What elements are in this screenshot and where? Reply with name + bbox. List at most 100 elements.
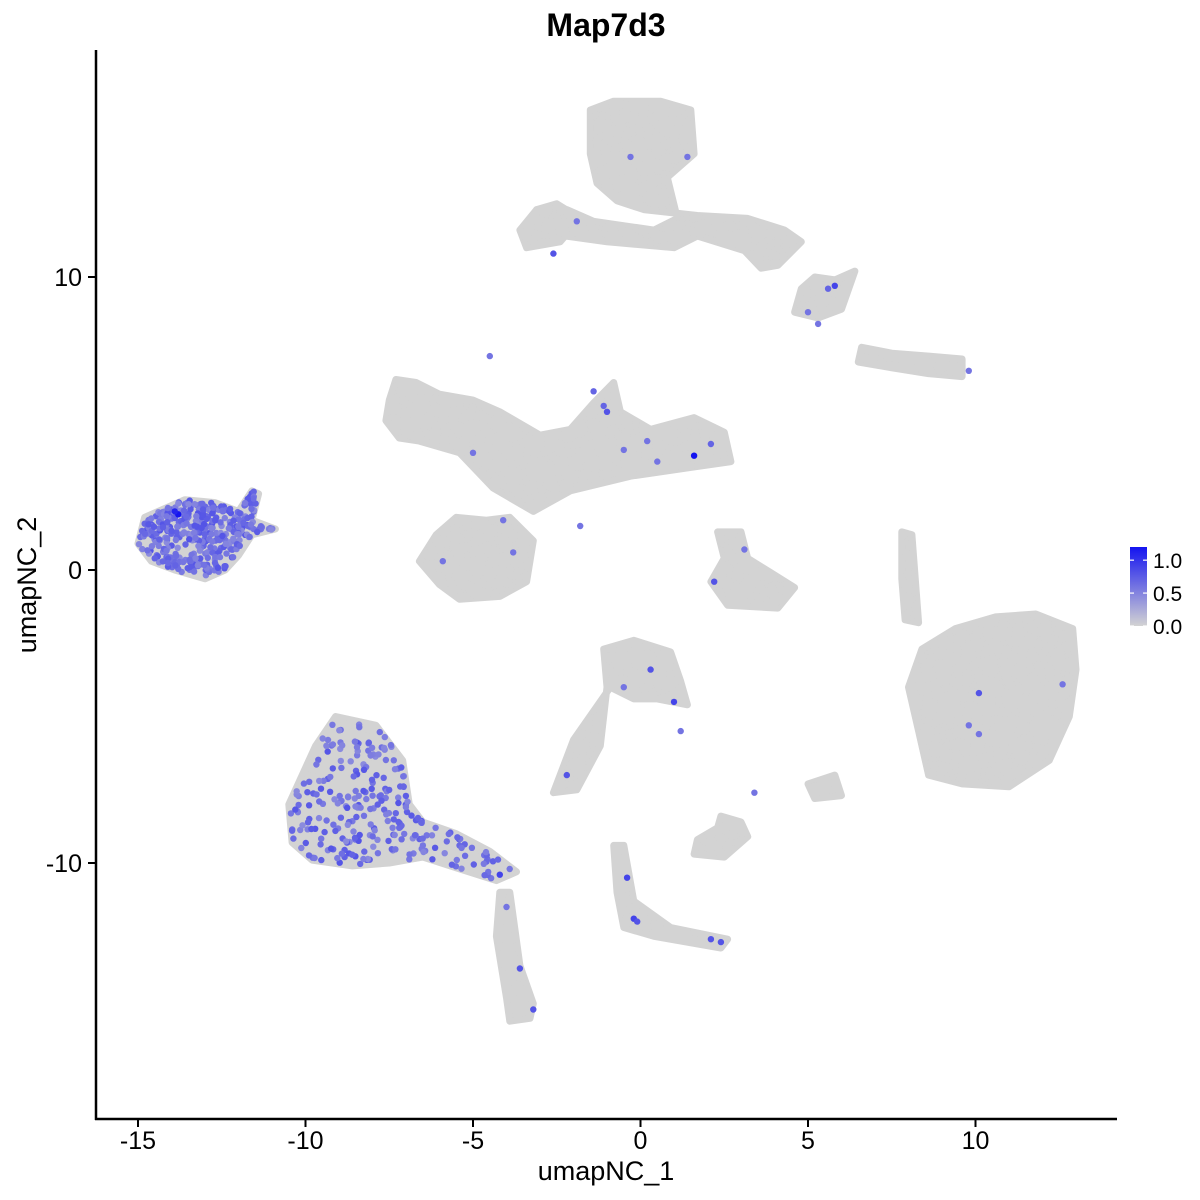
background-point xyxy=(936,359,942,365)
background-point xyxy=(615,851,621,857)
background-point xyxy=(623,227,629,233)
background-point xyxy=(478,538,484,545)
expressed-point xyxy=(248,505,255,512)
background-point xyxy=(436,410,443,416)
background-point xyxy=(516,534,522,540)
background-point xyxy=(994,725,1001,731)
background-point xyxy=(519,440,526,446)
background-point xyxy=(596,116,602,122)
background-point xyxy=(932,362,938,368)
background-point xyxy=(1002,655,1008,661)
background-point xyxy=(444,586,450,592)
expressed-point xyxy=(326,788,334,795)
background-point xyxy=(711,223,718,229)
background-point xyxy=(635,234,641,240)
expressed-point xyxy=(135,541,143,548)
expressed-point xyxy=(338,764,345,772)
expressed-point xyxy=(342,838,350,845)
background-point xyxy=(944,694,950,701)
background-point xyxy=(515,542,522,548)
expressed-point xyxy=(209,504,217,511)
background-point xyxy=(660,172,666,178)
background-point xyxy=(425,406,431,412)
background-point xyxy=(1059,693,1065,699)
background-point xyxy=(722,435,728,441)
expressed-point xyxy=(194,562,201,569)
background-point xyxy=(495,410,501,416)
background-point xyxy=(502,938,508,945)
background-point xyxy=(553,450,559,456)
background-point xyxy=(411,807,417,813)
background-point xyxy=(509,582,516,588)
background-point xyxy=(761,580,767,586)
expressed-point xyxy=(336,727,343,734)
background-point xyxy=(1017,738,1024,744)
background-point xyxy=(1062,641,1068,648)
expressed-point xyxy=(374,836,381,843)
background-point xyxy=(918,710,924,716)
background-point xyxy=(993,746,999,752)
background-point xyxy=(460,547,466,553)
expressed-point xyxy=(150,523,158,530)
background-point xyxy=(713,935,719,942)
background-point xyxy=(1021,636,1027,642)
background-point xyxy=(662,459,668,465)
y-tick-label: 10 xyxy=(54,264,82,292)
background-point xyxy=(522,238,528,244)
background-point xyxy=(480,582,486,588)
background-point xyxy=(523,503,529,509)
expressed-point xyxy=(319,735,326,742)
background-point xyxy=(701,214,707,220)
background-point xyxy=(931,369,937,375)
background-point xyxy=(340,717,346,724)
background-point xyxy=(912,618,918,624)
expressed-point xyxy=(480,860,487,867)
background-point xyxy=(617,105,623,111)
background-point xyxy=(942,365,948,371)
expressed-point xyxy=(363,795,370,803)
colorbar-ticks: 1.00.50.0 xyxy=(1130,550,1182,639)
background-point xyxy=(617,409,624,415)
background-point xyxy=(582,770,588,776)
background-point xyxy=(782,246,788,253)
expressed-point xyxy=(352,787,359,795)
background-point xyxy=(644,646,650,652)
background-point xyxy=(635,150,641,156)
background-point xyxy=(929,667,935,673)
background-point xyxy=(964,756,971,762)
background-point xyxy=(649,929,655,935)
background-point xyxy=(711,845,718,851)
background-point xyxy=(424,554,430,560)
background-point xyxy=(377,858,383,864)
expressed-point xyxy=(180,507,188,514)
background-point xyxy=(978,778,984,784)
background-point xyxy=(445,536,451,542)
background-point xyxy=(683,133,690,139)
background-point xyxy=(338,784,344,790)
background-point xyxy=(481,426,487,432)
background-point xyxy=(726,235,733,241)
background-point xyxy=(590,470,596,476)
background-point xyxy=(607,120,613,126)
background-point xyxy=(684,422,690,428)
expressed-point xyxy=(324,736,332,744)
background-point xyxy=(1036,753,1042,759)
background-point xyxy=(994,767,1001,773)
background-point xyxy=(462,569,468,575)
background-point xyxy=(1040,675,1046,681)
background-point xyxy=(431,411,437,417)
background-point xyxy=(580,469,586,475)
background-point xyxy=(605,646,611,653)
background-point xyxy=(863,353,869,359)
expressed-point xyxy=(395,799,402,807)
background-point xyxy=(550,436,557,442)
expressed-point xyxy=(159,524,167,531)
background-point xyxy=(963,779,969,786)
background-point xyxy=(787,233,794,239)
expressed-point xyxy=(164,559,172,567)
background-point xyxy=(493,417,500,423)
expressed-point xyxy=(367,821,374,828)
background-point xyxy=(935,682,941,689)
background-point xyxy=(479,435,485,442)
